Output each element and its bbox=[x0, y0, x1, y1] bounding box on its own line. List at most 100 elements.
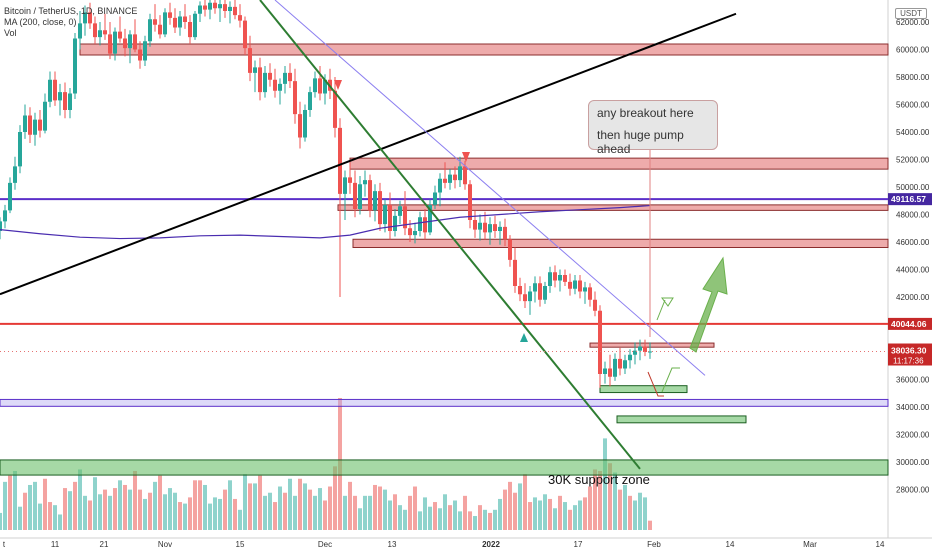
volume-bar bbox=[343, 495, 347, 530]
candle-body bbox=[448, 174, 452, 183]
candle bbox=[588, 283, 592, 307]
volume-bar bbox=[128, 489, 132, 530]
candle-body bbox=[568, 281, 572, 289]
candle bbox=[188, 15, 192, 44]
volume-bar bbox=[598, 470, 602, 530]
candle bbox=[228, 1, 232, 24]
volume-bar bbox=[493, 509, 497, 530]
currency-badge[interactable]: USDT bbox=[895, 8, 927, 19]
candle-body bbox=[303, 110, 307, 138]
volume-bar bbox=[563, 502, 567, 530]
volume-bar bbox=[173, 492, 177, 530]
volume-bar bbox=[273, 502, 277, 530]
time-tick-label: 17 bbox=[574, 540, 583, 549]
volume-bar bbox=[348, 481, 352, 530]
candle-body bbox=[438, 178, 442, 193]
volume-bar bbox=[188, 497, 192, 530]
callout-line-2: then huge pump ahead bbox=[597, 128, 684, 156]
candle-body bbox=[608, 368, 612, 377]
candle-body bbox=[168, 12, 172, 18]
candle-body bbox=[383, 204, 387, 225]
volume-bar bbox=[103, 489, 107, 530]
volume-bar bbox=[223, 489, 227, 530]
candle bbox=[193, 11, 197, 40]
candle bbox=[178, 11, 182, 36]
candle-body bbox=[148, 19, 152, 42]
volume-bar bbox=[198, 480, 202, 530]
volume-bar bbox=[538, 500, 542, 530]
candle bbox=[288, 63, 292, 88]
candle bbox=[623, 354, 627, 374]
candle bbox=[343, 170, 347, 220]
candle bbox=[403, 191, 407, 236]
candle-body bbox=[403, 206, 407, 229]
candle-body bbox=[188, 22, 192, 38]
candle-body bbox=[623, 360, 627, 369]
volume-bar bbox=[98, 494, 102, 530]
candle-series bbox=[0, 0, 652, 388]
time-tick-label: 21 bbox=[100, 540, 109, 549]
candle bbox=[638, 339, 642, 361]
volume-bar bbox=[588, 486, 592, 530]
candle-body bbox=[583, 287, 587, 292]
candle-body bbox=[53, 79, 57, 101]
candle-body bbox=[253, 67, 257, 73]
resistance-zone bbox=[589, 342, 715, 348]
purple-level-label-box bbox=[888, 193, 932, 206]
candle-body bbox=[273, 79, 277, 91]
resistance-zone bbox=[79, 43, 889, 56]
candle-body bbox=[143, 41, 147, 61]
volume-bar bbox=[583, 497, 587, 530]
volume-bar bbox=[143, 498, 147, 530]
volume-bar bbox=[498, 498, 502, 530]
candle bbox=[528, 286, 532, 315]
candle-body bbox=[248, 48, 252, 73]
candle bbox=[548, 266, 552, 293]
candle-body bbox=[28, 115, 32, 135]
volume-bar bbox=[478, 505, 482, 530]
candle-body bbox=[8, 182, 12, 211]
candle bbox=[58, 83, 62, 116]
candle-body bbox=[13, 166, 17, 183]
volume-bar bbox=[118, 480, 122, 530]
candle bbox=[23, 104, 27, 139]
volume-bar bbox=[68, 491, 72, 530]
candle-body bbox=[103, 30, 107, 35]
candle bbox=[268, 63, 272, 87]
candle-body bbox=[413, 231, 417, 236]
candle-body bbox=[113, 31, 117, 54]
volume-bar bbox=[613, 472, 617, 530]
volume-bar bbox=[278, 486, 282, 530]
price-tick-label: 36000.00 bbox=[896, 376, 930, 385]
candle-body bbox=[318, 78, 322, 94]
price-tick-label: 42000.00 bbox=[896, 293, 930, 302]
candle-body bbox=[453, 174, 457, 181]
candle bbox=[88, 2, 92, 29]
volume-bar bbox=[238, 509, 242, 530]
candle bbox=[3, 204, 7, 229]
candle-body bbox=[598, 310, 602, 374]
candle bbox=[438, 173, 442, 207]
volume-bar bbox=[158, 475, 162, 530]
candle-body bbox=[553, 272, 557, 281]
candle-body bbox=[593, 299, 597, 311]
breakout-callout: any breakout here then huge pump ahead bbox=[588, 100, 718, 156]
candle bbox=[53, 71, 57, 106]
volume-bar bbox=[83, 495, 87, 530]
candle bbox=[348, 160, 352, 194]
candle bbox=[218, 0, 222, 22]
volume-bar bbox=[203, 484, 207, 530]
candle bbox=[68, 88, 72, 119]
time-tick-label: 14 bbox=[876, 540, 885, 549]
volume-bar bbox=[28, 484, 32, 530]
volume-bar bbox=[353, 495, 357, 530]
candle-body bbox=[418, 217, 422, 231]
volume-bar bbox=[283, 492, 287, 530]
volume-bar bbox=[393, 494, 397, 530]
candle bbox=[393, 209, 397, 237]
candle-body bbox=[118, 31, 122, 39]
candle-body bbox=[73, 38, 77, 94]
candle-body bbox=[558, 275, 562, 281]
